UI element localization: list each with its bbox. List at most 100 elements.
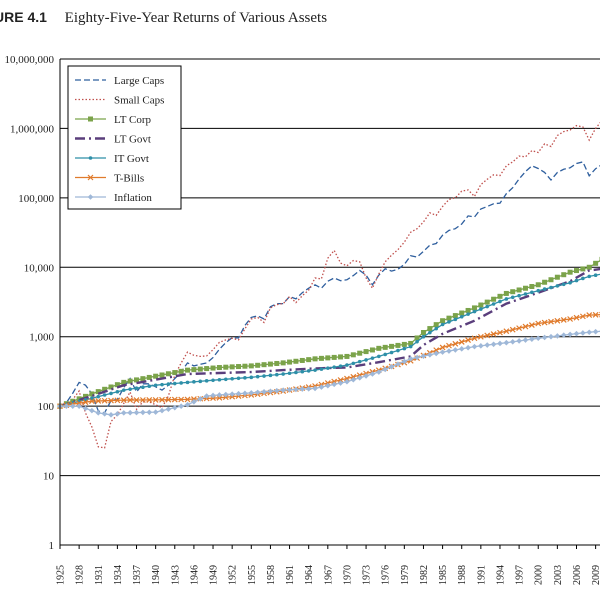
- data-point: [510, 295, 515, 300]
- data-point: [172, 381, 177, 386]
- data-point: [319, 367, 324, 371]
- legend-label: IT Govt: [114, 153, 149, 165]
- data-point: [587, 274, 592, 279]
- data-point: [248, 390, 255, 396]
- legend-label: Large Caps: [114, 75, 164, 87]
- data-point: [560, 316, 567, 323]
- data-point: [95, 398, 102, 404]
- data-point: [139, 397, 146, 403]
- x-tick-label: 2009: [591, 565, 600, 585]
- data-point: [318, 355, 324, 361]
- x-tick-label: 1925: [56, 565, 67, 585]
- data-point: [299, 386, 306, 392]
- data-point: [275, 372, 279, 377]
- data-point: [554, 274, 560, 280]
- data-point: [428, 330, 432, 335]
- data-point: [159, 372, 165, 378]
- data-point: [497, 329, 503, 336]
- series-line: [59, 259, 600, 407]
- data-point: [377, 354, 381, 359]
- data-point: [127, 397, 134, 404]
- data-point: [325, 355, 331, 361]
- data-point: [427, 326, 433, 332]
- data-point: [503, 339, 510, 346]
- data-point: [261, 362, 267, 368]
- data-point: [229, 391, 235, 397]
- y-tick-label: 1,000: [29, 332, 54, 344]
- data-point: [477, 333, 484, 340]
- data-point: [344, 378, 350, 385]
- legend-label: LT Corp: [114, 114, 151, 126]
- data-point: [281, 372, 285, 376]
- data-point: [89, 391, 95, 397]
- data-point: [294, 370, 298, 375]
- data-point: [459, 310, 465, 316]
- figure-caption: Eighty-Five-Year Returns of Various Asse…: [64, 10, 328, 26]
- data-point: [338, 364, 343, 368]
- x-tick-label: 1949: [209, 565, 220, 585]
- data-point: [407, 356, 414, 362]
- figure-label: URE 4.1: [0, 9, 47, 25]
- data-point: [114, 382, 120, 388]
- data-point: [446, 348, 452, 354]
- x-tick-label: 1970: [342, 565, 353, 585]
- data-point: [255, 362, 261, 368]
- data-point: [152, 396, 159, 403]
- data-point: [166, 382, 171, 386]
- data-point: [185, 367, 191, 373]
- series-line: [59, 121, 600, 449]
- data-point: [102, 393, 107, 397]
- figure-title: URE 4.1 Eighty-Five-Year Returns of Vari…: [0, 9, 327, 27]
- data-point: [101, 411, 108, 417]
- data-point: [434, 326, 439, 331]
- x-tick-label: 1946: [189, 565, 200, 585]
- data-point: [178, 368, 184, 374]
- x-tick-label: 2003: [553, 565, 564, 585]
- y-tick-label: 1: [49, 540, 55, 552]
- data-point: [185, 380, 190, 385]
- data-point: [95, 389, 101, 395]
- data-point: [90, 396, 94, 401]
- data-point: [491, 302, 496, 306]
- data-point: [452, 347, 459, 353]
- data-point: [357, 350, 363, 356]
- x-tick-label: 2000: [534, 565, 545, 585]
- data-point: [439, 344, 446, 351]
- legend-label: Inflation: [114, 192, 152, 204]
- data-point: [178, 396, 185, 403]
- data-point: [484, 299, 490, 305]
- series-line: [59, 161, 600, 414]
- data-point: [388, 363, 395, 370]
- axis-layer: 1 10 100 1,000 10,000 100,000 1,000,000 10,000,…: [5, 54, 600, 585]
- data-point: [120, 397, 127, 404]
- data-point: [376, 345, 382, 351]
- data-point: [580, 266, 586, 272]
- data-point: [344, 353, 350, 359]
- data-point: [300, 369, 305, 374]
- data-point: [522, 285, 528, 291]
- data-point: [522, 337, 529, 343]
- data-point: [184, 401, 191, 408]
- data-point: [274, 360, 280, 366]
- series-layer: [57, 121, 600, 449]
- data-point: [287, 371, 292, 376]
- data-point: [490, 341, 497, 348]
- data-point: [504, 297, 509, 301]
- series-small-caps: [59, 121, 600, 449]
- data-point: [152, 409, 159, 415]
- data-point: [280, 387, 286, 393]
- data-point: [530, 290, 534, 295]
- data-point: [287, 359, 293, 365]
- data-point: [197, 366, 203, 372]
- data-point: [574, 278, 579, 283]
- data-point: [216, 394, 223, 401]
- data-point: [299, 357, 305, 363]
- data-point: [528, 322, 535, 328]
- data-point: [159, 396, 165, 403]
- series-line: [59, 267, 600, 408]
- data-point: [146, 409, 153, 416]
- data-point: [414, 335, 420, 341]
- data-point: [216, 365, 222, 371]
- data-point: [548, 277, 554, 283]
- series-inflation: [57, 328, 600, 418]
